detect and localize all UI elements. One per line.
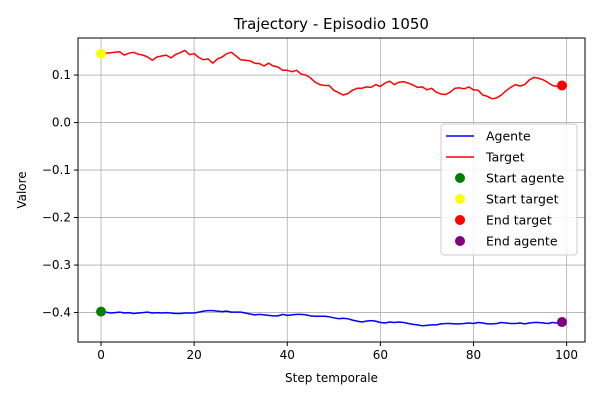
legend-swatch-end-agente — [455, 236, 465, 246]
axes-frame — [77, 37, 586, 343]
x-tick-label: 60 — [373, 348, 388, 362]
legend: Agente Target Start agente Start target End … — [440, 123, 578, 256]
marker-start-target — [96, 48, 107, 59]
marker-end-target — [556, 80, 567, 91]
x-tick-label: 0 — [97, 348, 105, 362]
legend-swatch-end-target — [455, 215, 465, 225]
endpoint-markers — [96, 48, 567, 328]
x-axis-ticks: 0 20 40 60 80 100 — [97, 342, 578, 362]
y-tick-label: 0.1 — [52, 68, 71, 82]
y-tick-label: −0.3 — [42, 258, 71, 272]
marker-start-agente — [96, 306, 107, 317]
chart-title: Trajectory - Episodio 1050 — [233, 15, 429, 33]
legend-swatch-start-target — [455, 194, 465, 204]
legend-label-start-agente: Start agente — [486, 171, 565, 186]
legend-label-start-target: Start target — [486, 192, 559, 207]
x-tick-label: 100 — [555, 348, 578, 362]
series-line-agente — [100, 309, 563, 327]
y-tick-label: 0.0 — [52, 116, 71, 130]
x-tick-label: 80 — [466, 348, 481, 362]
legend-label-target: Target — [485, 150, 525, 165]
x-axis-label: Step temporale — [285, 371, 378, 385]
x-tick-label: 20 — [187, 348, 202, 362]
legend-label-end-target: End target — [486, 213, 552, 228]
legend-swatch-start-agente — [455, 173, 465, 183]
y-axis-ticks: −0.4 −0.3 −0.2 −0.1 0.0 0.1 — [42, 68, 78, 320]
legend-label-end-agente: End agente — [486, 234, 558, 249]
y-axis-label: Valore — [15, 171, 29, 208]
x-tick-label: 40 — [280, 348, 295, 362]
y-tick-label: −0.4 — [42, 306, 71, 320]
series-line-target — [100, 49, 563, 100]
legend-items: Agente Target Start agente Start target End … — [446, 129, 565, 249]
legend-box — [440, 123, 578, 256]
marker-end-agente — [556, 317, 567, 328]
y-tick-label: −0.1 — [42, 163, 71, 177]
y-tick-label: −0.2 — [42, 211, 71, 225]
plot-frame — [77, 37, 586, 343]
series-lines — [100, 49, 563, 327]
legend-label-agente: Agente — [486, 129, 531, 144]
